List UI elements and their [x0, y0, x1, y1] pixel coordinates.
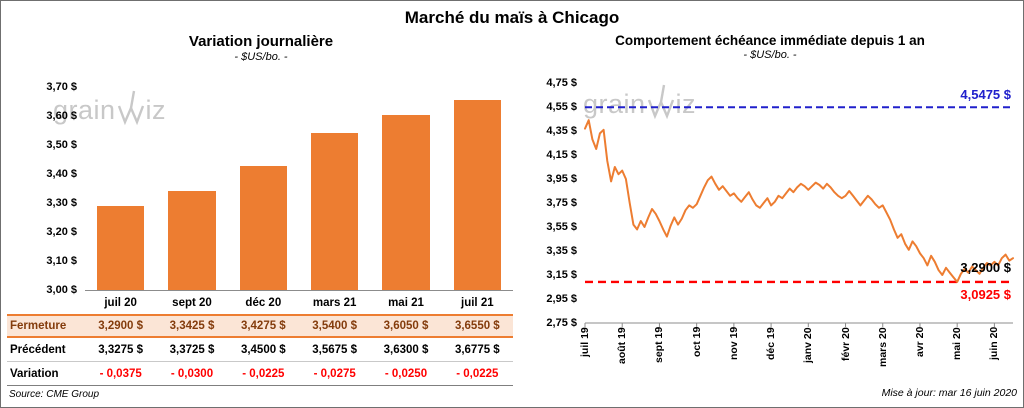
table-cell: 3,3725 $: [156, 338, 228, 362]
table-cell: - 0,0250: [370, 362, 442, 386]
y-axis-tick-label: 4,35 $: [546, 125, 577, 137]
x-axis-tick-label: avr 20: [913, 326, 926, 357]
x-axis-tick-label: sept 19: [653, 326, 666, 363]
right-chart-subtitle: - $US/bo. -: [743, 49, 797, 61]
y-axis-tick-label: 3,15 $: [546, 269, 577, 281]
watermark-text: iz: [675, 89, 697, 119]
x-axis-tick-label: févr 20: [839, 327, 852, 361]
table-cell: 3,4275 $: [227, 314, 299, 338]
table-cell: - 0,0225: [227, 362, 299, 386]
category-label: juil 20: [104, 297, 137, 309]
x-axis-tick-label: mars 20: [876, 327, 889, 367]
x-axis-tick-label: mai 20: [951, 327, 964, 360]
x-axis-tick-label: août 19: [616, 327, 629, 364]
y-axis-tick-label: 3,70 $: [46, 81, 77, 93]
table-cell: - 0,0375: [85, 362, 157, 386]
bar: [239, 166, 287, 290]
table-cell: 3,6300 $: [370, 338, 442, 362]
y-axis-tick-label: 2,75 $: [546, 317, 577, 329]
bar: [97, 205, 145, 290]
bar: [311, 133, 359, 290]
table-cell: 3,5675 $: [299, 338, 371, 362]
x-axis-tick-label: nov 19: [727, 326, 740, 360]
row-label: Précédent: [7, 338, 85, 362]
table-cell: 3,3425 $: [156, 314, 228, 338]
bar-chart: grain iz 3,00 $ 3,10 $ 3,20 $ 3,30 $ 3,40 $ 3…: [7, 33, 515, 405]
left-chart-title: Variation journalière: [188, 33, 334, 50]
source-note: Source: CME Group: [9, 389, 100, 400]
watermark-text: grain: [583, 89, 646, 119]
bar: [168, 190, 216, 290]
high-annotation: 4,5475 $: [960, 87, 1011, 103]
daily-variation-panel: Variation journalière - $US/bo. - grain …: [7, 33, 515, 405]
table-cell: - 0,0275: [299, 362, 371, 386]
y-axis-tick-label: 3,75 $: [546, 197, 577, 209]
y-axis-tick-label: 3,30 $: [46, 197, 77, 209]
grainwiz-watermark: grain iz: [583, 84, 697, 120]
x-axis-tick-label: déc 19: [765, 327, 778, 360]
y-axis-tick-label: 4,55 $: [546, 101, 577, 113]
row-label: Variation: [7, 362, 85, 386]
bar: [453, 100, 501, 290]
table-cell: - 0,0225: [441, 362, 513, 386]
x-axis-tick-label: oct 19: [690, 326, 703, 357]
x-axis-tick-label: juin 20: [988, 326, 1001, 360]
category-label: déc 20: [245, 297, 282, 309]
right-chart-title: Comportement échéance immédiate depuis 1…: [615, 33, 925, 48]
table-cell: 3,6050 $: [370, 314, 442, 338]
grainwiz-logo-icon: [117, 90, 144, 125]
y-axis-tick-label: 3,20 $: [46, 226, 77, 238]
update-note: Mise à jour: mar 16 juin 2020: [881, 387, 1017, 399]
page-title: Marché du maïs à Chicago: [404, 8, 620, 27]
price-table: juil 20 sept 20 déc 20 mars 21 mai 21 juil 21…: [7, 292, 513, 386]
x-axis-tick-label: janv 20: [802, 327, 815, 363]
category-label: mai 21: [388, 297, 424, 309]
y-axis-tick-label: 3,35 $: [546, 245, 577, 257]
y-axis-tick-label: 3,00 $: [46, 284, 77, 296]
table-cell: 3,6775 $: [441, 338, 513, 362]
table-cell: 3,4500 $: [227, 338, 299, 362]
x-axis-line: [85, 290, 513, 291]
y-axis-tick-label: 3,60 $: [46, 110, 77, 122]
table-corner: [7, 292, 85, 314]
price-line: [584, 119, 1014, 283]
bar: [382, 114, 430, 290]
y-axis-tick-label: 3,40 $: [46, 168, 77, 180]
one-year-panel: Comportement échéance immédiate depuis 1…: [521, 33, 1019, 405]
y-axis-tick-label: 2,95 $: [546, 293, 577, 305]
y-axis-tick-label: 3,95 $: [546, 173, 577, 185]
category-label: mars 21: [312, 297, 357, 309]
y-axis-tick-label: 4,15 $: [546, 149, 577, 161]
last-price-annotation: 3,2900 $: [960, 260, 1011, 276]
grainwiz-logo-icon: [647, 84, 674, 119]
table-cell: 3,5400 $: [299, 314, 371, 338]
table-cell: - 0,0300: [156, 362, 228, 386]
y-axis-tick-label: 3,55 $: [546, 221, 577, 233]
x-axis-tick-label: juil 19: [579, 327, 591, 357]
line-chart-svg: [584, 106, 1014, 327]
table-cell: 3,2900 $: [85, 314, 157, 338]
category-label: juil 21: [461, 297, 494, 309]
left-chart-subtitle: - $US/bo. -: [234, 51, 288, 63]
grainwiz-watermark: grain iz: [53, 90, 167, 126]
row-label: Fermeture: [7, 314, 85, 338]
y-axis-tick-label: 3,10 $: [46, 255, 77, 267]
table-cell: 3,6550 $: [441, 314, 513, 338]
y-axis-tick-label: 3,50 $: [46, 139, 77, 151]
axis-ticks: [584, 323, 995, 327]
y-axis-tick-label: 4,75 $: [546, 77, 577, 89]
watermark-text: grain: [53, 95, 116, 125]
table-cell: 3,3275 $: [85, 338, 157, 362]
low-annotation: 3,0925 $: [960, 286, 1011, 302]
category-label: sept 20: [172, 297, 212, 309]
watermark-text: iz: [145, 95, 167, 125]
line-chart: grain iz 4,5475 $ 3,2900 $ 3,0925 $ 2,75…: [521, 33, 1019, 405]
